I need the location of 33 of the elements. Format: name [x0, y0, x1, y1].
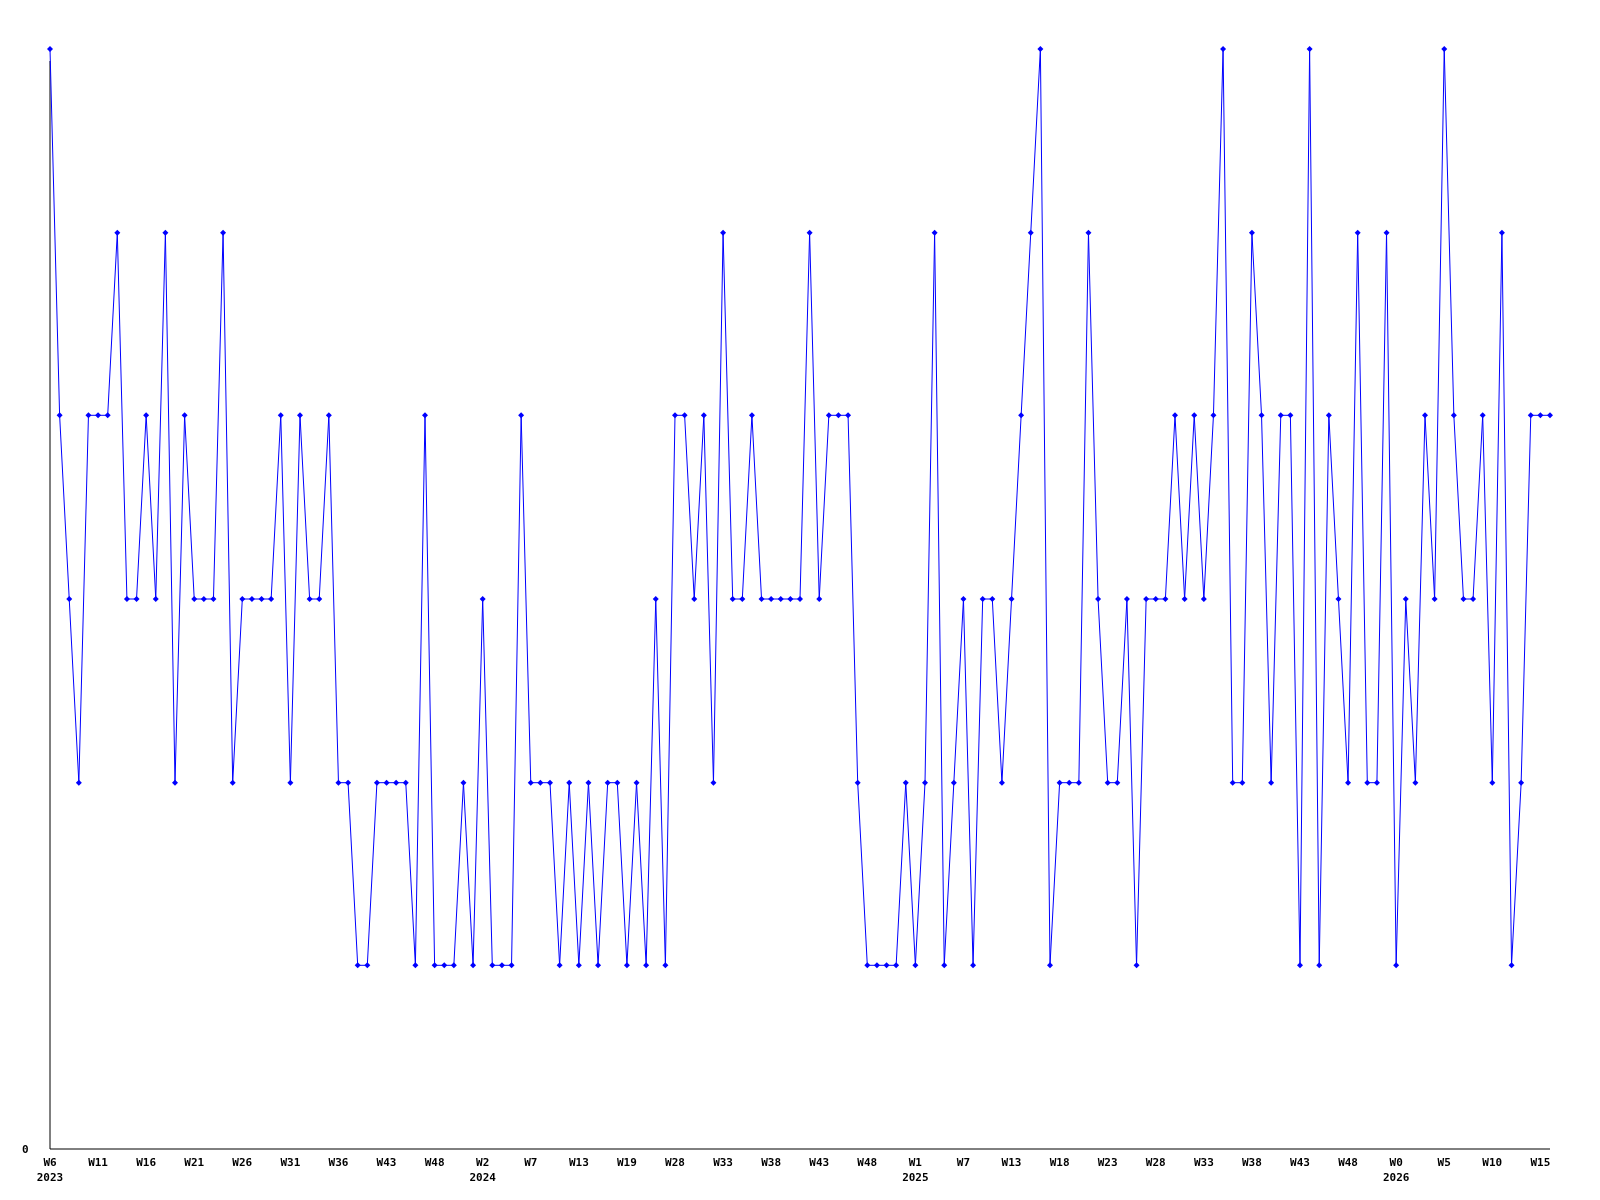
x-tick-label: W16: [136, 1156, 157, 1169]
x-tick-label: W0 2026: [1382, 1156, 1410, 1184]
x-tick-label: W13: [1001, 1156, 1022, 1169]
x-tick-label: W33: [1193, 1156, 1214, 1169]
text: 0: [22, 1143, 29, 1156]
x-tick-label: W31: [280, 1156, 301, 1169]
x-tick-label: W7: [956, 1156, 971, 1169]
x-tick-label: W38: [761, 1156, 782, 1169]
x-tick-label: W7: [524, 1156, 538, 1169]
x-tick-label: W43: [376, 1156, 397, 1169]
x-tick-label: W15: [1530, 1156, 1551, 1169]
x-tick-label: W13: [568, 1156, 589, 1169]
x-tick-label: W48: [1338, 1156, 1359, 1169]
x-tick-label: W5: [1437, 1156, 1451, 1169]
x-tick-label: W2 2024: [469, 1156, 497, 1184]
x-tick-label: W43: [1290, 1156, 1310, 1169]
x-tick-label: W36: [328, 1156, 349, 1169]
x-tick-label: W38: [1241, 1156, 1262, 1169]
x-tick-label: W43: [809, 1156, 830, 1169]
x-tick-label: W11: [88, 1156, 109, 1169]
x-tick-label: W10: [1482, 1156, 1503, 1169]
x-tick-label: W21: [184, 1156, 205, 1169]
x-tick-label: W19: [616, 1156, 637, 1169]
x-tick-label: W23: [1097, 1156, 1118, 1169]
x-tick-label: W48: [857, 1156, 878, 1169]
x-tick-label: W1 2025: [902, 1156, 929, 1184]
x-tick-label: W26: [232, 1156, 253, 1169]
x-tick-label: W28: [665, 1156, 685, 1169]
x-tick-label: W48: [424, 1156, 445, 1169]
x-tick-label: W6 2023: [36, 1156, 64, 1184]
x-tick-label: W33: [713, 1156, 734, 1169]
x-tick-label: W18: [1049, 1156, 1070, 1169]
x-tick-label: W28: [1145, 1156, 1166, 1169]
